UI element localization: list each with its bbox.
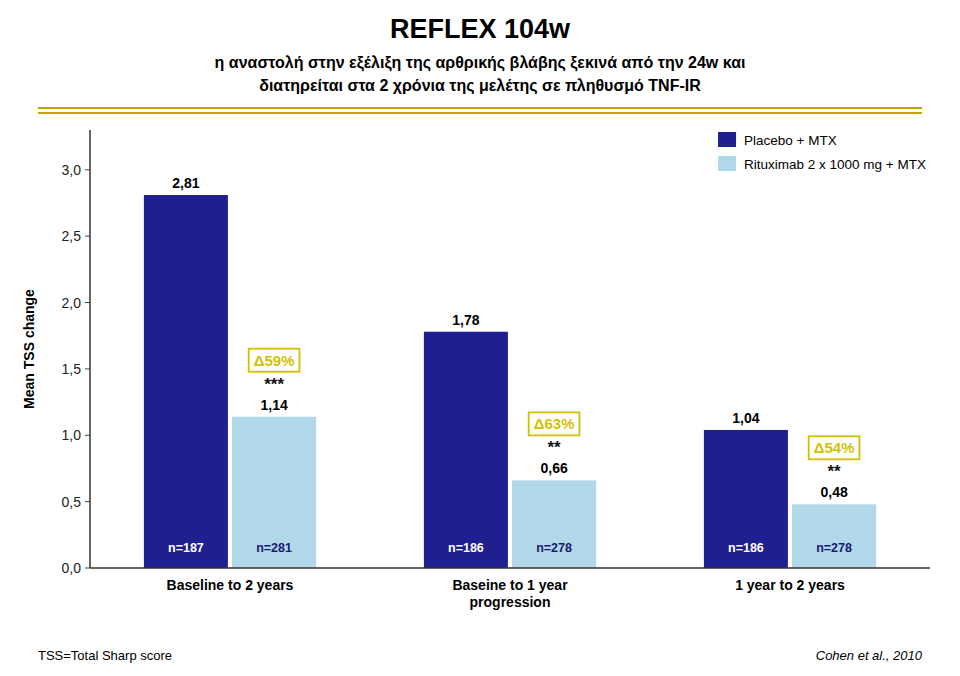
x-tick-label: Baseine to 1 yearprogression [452, 577, 568, 610]
legend-swatch [718, 132, 736, 147]
bar [704, 430, 788, 568]
significance-label: ** [547, 438, 561, 457]
y-tick-label: 1,5 [62, 361, 82, 377]
y-axis-label: Mean TSS change [21, 289, 37, 409]
footnote: TSS=Total Sharp score [38, 648, 172, 663]
subtitle: η αναστολή στην εξέλιξη της αρθρικής βλά… [215, 54, 746, 72]
x-tick-label: Baseline to 2 years [167, 577, 294, 593]
title-separator [38, 107, 922, 109]
delta-label: Δ63% [534, 415, 575, 432]
delta-box [809, 436, 860, 459]
y-tick-label: 0,0 [62, 560, 82, 576]
legend: Placebo + MTX Rituximab 2 x 1000 mg + MTX [718, 132, 926, 172]
delta-label: Δ59% [254, 352, 295, 369]
n-label: n=187 [168, 541, 204, 555]
y-tick-label: 3,0 [62, 162, 82, 178]
delta-box [249, 349, 300, 372]
data-label: 0,66 [540, 460, 567, 476]
legend-label: Placebo + MTX [744, 133, 837, 148]
annotations: *** Δ59% ** Δ63% ** Δ54% [249, 349, 860, 482]
y-tick-label: 2,0 [62, 295, 82, 311]
data-label: 1,04 [732, 410, 759, 426]
data-label: 0,48 [820, 484, 847, 500]
title-separator [38, 112, 922, 114]
significance-label: ** [827, 462, 841, 481]
bar [792, 504, 876, 568]
bar [424, 332, 508, 568]
x-tick-label-line: progression [470, 594, 551, 610]
bar [144, 195, 228, 568]
n-label: n=278 [536, 541, 572, 555]
legend-swatch [718, 156, 736, 171]
n-label: n=281 [256, 541, 292, 555]
y-axis-line [89, 130, 91, 568]
delta-label: Δ54% [814, 439, 855, 456]
bars [144, 195, 876, 568]
y-tick-label: 2,5 [62, 228, 82, 244]
data-label: 1,78 [452, 312, 479, 328]
n-label: n=186 [728, 541, 764, 555]
x-tick-label: 1 year to 2 years [735, 577, 845, 593]
title: REFLEX 104w [390, 14, 571, 44]
y-tick-label: 0,5 [62, 494, 82, 510]
x-tick-label-line: Baseline to 2 years [167, 577, 294, 593]
significance-label: *** [264, 375, 284, 394]
x-tick-label-line: 1 year to 2 years [735, 577, 845, 593]
x-axis-line [90, 567, 930, 569]
n-label: n=186 [448, 541, 484, 555]
delta-box [529, 412, 580, 435]
chart: REFLEX 104w η αναστολή στην εξέλιξη της α… [0, 0, 960, 676]
data-label: 2,81 [172, 175, 199, 191]
bar [232, 417, 316, 568]
data-label: 1,14 [260, 397, 287, 413]
bar [512, 480, 596, 568]
bar-texts: 2,81 n=187 1,78 n=186 1,04 n=186 1,14 n=281 0,66… [168, 175, 852, 555]
x-tick-label-line: Baseine to 1 year [452, 577, 568, 593]
n-label: n=278 [816, 541, 852, 555]
footnote: Cohen et al., 2010 [816, 648, 923, 663]
background [0, 0, 960, 676]
subtitle: διατηρείται στα 2 χρόνια της μελέτης σε … [259, 77, 701, 95]
y-tick-label: 1,0 [62, 427, 82, 443]
legend-label: Rituximab 2 x 1000 mg + MTX [744, 157, 926, 172]
